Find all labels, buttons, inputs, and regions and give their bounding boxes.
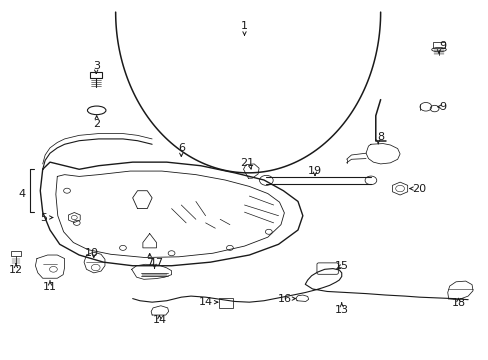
Text: 20: 20: [412, 184, 426, 194]
Text: 1: 1: [241, 21, 247, 31]
Bar: [11, 251, 21, 256]
Text: 9: 9: [438, 41, 445, 51]
Text: 15: 15: [334, 261, 348, 271]
Text: 5: 5: [40, 212, 47, 222]
Text: 3: 3: [93, 61, 100, 71]
Text: 11: 11: [43, 282, 57, 292]
Text: 16: 16: [278, 294, 291, 303]
Text: 8: 8: [376, 132, 384, 142]
Text: 18: 18: [450, 298, 465, 308]
Text: 9: 9: [438, 102, 446, 112]
Text: 10: 10: [84, 248, 98, 258]
Text: 2: 2: [93, 119, 100, 129]
Text: 14: 14: [152, 315, 166, 325]
Bar: [432, 42, 445, 48]
Text: 17: 17: [150, 258, 163, 268]
Text: 12: 12: [9, 265, 23, 275]
Bar: [90, 72, 102, 78]
Text: 4: 4: [18, 189, 25, 199]
Text: 19: 19: [307, 166, 322, 176]
Text: 14: 14: [198, 297, 212, 307]
Text: 7: 7: [146, 258, 153, 268]
Bar: [218, 297, 233, 307]
Text: 13: 13: [334, 305, 348, 315]
Text: 6: 6: [178, 143, 184, 153]
Text: 21: 21: [240, 158, 253, 168]
